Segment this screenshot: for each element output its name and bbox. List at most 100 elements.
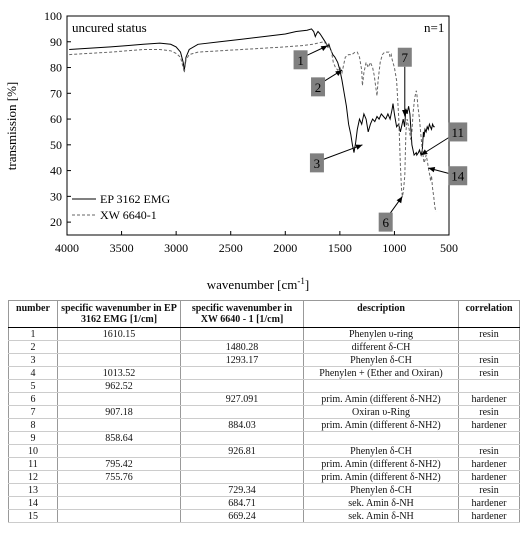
table-row: 4 1013.52 Phenylen + (Ether and Oxiran) res… (8, 366, 520, 380)
marker-box-14 (448, 166, 468, 186)
cell-number: 15 (8, 509, 58, 523)
marker-label-7: 7 (402, 50, 409, 65)
table-row: 5 962.52 (8, 379, 520, 393)
marker-arrowhead-11 (420, 149, 428, 156)
marker-box-1 (293, 50, 308, 70)
cell-xw (180, 405, 304, 419)
cell-correlation: resin (458, 327, 520, 341)
y-axis-label: transmission [%] (4, 82, 19, 170)
cell-xw: 926.81 (180, 444, 304, 458)
x-tick-label: 3500 (110, 241, 134, 255)
cell-correlation: hardener (458, 496, 520, 510)
cell-description: Phenylen δ-CH (303, 353, 459, 367)
n-annotation: n=1 (424, 20, 444, 35)
cell-description: prim. Amin (different δ-NH2) (303, 457, 459, 471)
x-tick-label: 1000 (382, 241, 406, 255)
table-row: 10 926.81 Phenylen δ-CH resin (8, 444, 520, 458)
cell-description (303, 431, 459, 445)
cell-correlation (458, 340, 520, 354)
cell-correlation: resin (458, 444, 520, 458)
marker-label-1: 1 (297, 53, 304, 68)
marker-box-2 (311, 77, 326, 97)
cell-description: Phenylen δ-CH (303, 483, 459, 497)
cell-xw (180, 470, 304, 484)
series-line-1 (69, 41, 437, 212)
table-row: 6 927.091 prim. Amin (different δ-NH2) hard… (8, 392, 520, 406)
cell-description: prim. Amin (different δ-NH2) (303, 418, 459, 432)
cell-ep: 1013.52 (57, 366, 181, 380)
cell-correlation: resin (458, 366, 520, 380)
cell-ep (57, 444, 181, 458)
cell-xw (180, 327, 304, 341)
cell-number: 5 (8, 379, 58, 393)
y-tick-label: 40 (50, 164, 62, 178)
cell-xw (180, 379, 304, 393)
marker-label-2: 2 (315, 80, 322, 95)
y-tick-label: 50 (50, 138, 62, 152)
legend-label-xw: XW 6640-1 (100, 208, 157, 222)
x-tick-label: 2000 (273, 241, 297, 255)
cell-number: 3 (8, 353, 58, 367)
marker-arrowhead-1 (320, 45, 328, 52)
cell-correlation: resin (458, 405, 520, 419)
cell-xw: 669.24 (180, 509, 304, 523)
table-row: 3 1293.17 Phenylen δ-CH resin (8, 353, 520, 367)
cell-description: Phenylen υ-ring (303, 327, 459, 341)
cell-description: prim. Amin (different δ-NH2) (303, 392, 459, 406)
table-row: 9 858.64 (8, 431, 520, 445)
cell-number: 7 (8, 405, 58, 419)
y-tick-label: 60 (50, 112, 62, 126)
marker-arrowhead-7 (402, 110, 408, 117)
marker-arrowhead-14 (428, 167, 436, 173)
marker-box-7 (397, 47, 412, 67)
cell-correlation: hardener (458, 392, 520, 406)
y-tick-label: 70 (50, 86, 62, 100)
x-axis-label-main: wavenumber [cm (207, 277, 298, 292)
cell-ep: 795.42 (57, 457, 181, 471)
cell-correlation: resin (458, 353, 520, 367)
cell-ep (57, 418, 181, 432)
table-row: 14 684.71 sek. Amin δ-NH hardener (8, 496, 520, 510)
cell-description: different δ-CH (303, 340, 459, 354)
x-tick-label: 500 (440, 241, 458, 255)
legend: EP 3162 EMG XW 6640-1 (72, 192, 171, 222)
cell-number: 11 (8, 457, 58, 471)
marker-label-14: 14 (451, 169, 465, 184)
cell-number: 1 (8, 327, 58, 341)
cell-xw (180, 366, 304, 380)
cell-xw (180, 431, 304, 445)
x-tick-label: 4000 (55, 241, 79, 255)
cell-ep: 1610.15 (57, 327, 181, 341)
y-tick-label: 30 (50, 189, 62, 203)
legend-label-ep: EP 3162 EMG (100, 192, 171, 206)
table-row: 8 884.03 prim. Amin (different δ-NH2) harde… (8, 418, 520, 432)
y-tick-label: 90 (50, 35, 62, 49)
x-axis-label-sup: -1 (297, 276, 305, 286)
cell-number: 14 (8, 496, 58, 510)
y-tick-label: 80 (50, 61, 62, 75)
cell-number: 4 (8, 366, 58, 380)
table-row: 1 1610.15 Phenylen υ-ring resin (8, 327, 520, 341)
cell-number: 13 (8, 483, 58, 497)
marker-label-11: 11 (451, 125, 464, 140)
cell-description: Oxiran υ-Ring (303, 405, 459, 419)
cell-number: 12 (8, 470, 58, 484)
cell-correlation: hardener (458, 418, 520, 432)
cell-xw: 1293.17 (180, 353, 304, 367)
table-row: 12 755.76 prim. Amin (different δ-NH2) hard… (8, 470, 520, 484)
cell-ep (57, 340, 181, 354)
table-row: 2 1480.28 different δ-CH (8, 340, 520, 354)
header-ep-wavenumber: specific wavenumber in EP 3162 EMG [1/cm… (57, 300, 181, 328)
cell-xw: 884.03 (180, 418, 304, 432)
cell-xw: 684.71 (180, 496, 304, 510)
cell-ep: 755.76 (57, 470, 181, 484)
cell-ep: 907.18 (57, 405, 181, 419)
cell-ep (57, 392, 181, 406)
marker-arrowhead-3 (355, 144, 363, 150)
cell-ep (57, 496, 181, 510)
cell-description (303, 379, 459, 393)
marker-arrow-3 (323, 144, 363, 160)
cell-xw (180, 457, 304, 471)
cell-ep (57, 353, 181, 367)
table-header-row: number specific wavenumber in EP 3162 EM… (8, 300, 520, 328)
